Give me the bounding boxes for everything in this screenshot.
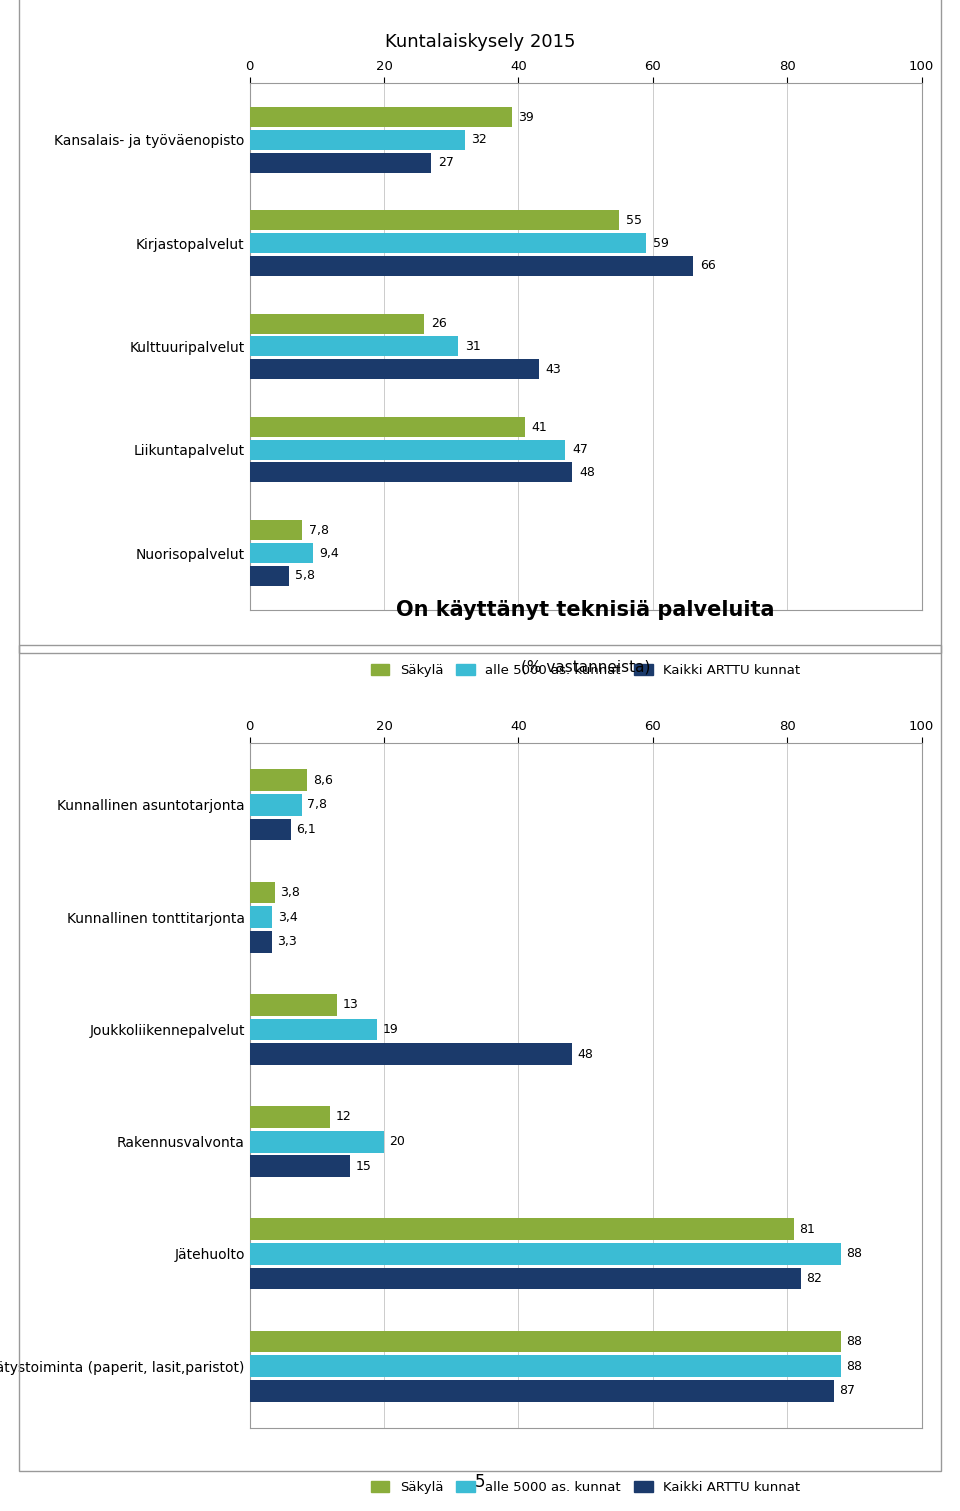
Bar <box>250 462 572 482</box>
Text: 43: 43 <box>545 363 561 376</box>
Text: 55: 55 <box>626 215 642 227</box>
Bar <box>250 931 272 952</box>
Text: 9,4: 9,4 <box>320 547 339 559</box>
Text: 32: 32 <box>471 133 487 147</box>
Text: 59: 59 <box>653 237 669 249</box>
Text: 12: 12 <box>336 1111 351 1124</box>
Text: 3,4: 3,4 <box>277 911 298 923</box>
Bar <box>250 255 693 277</box>
Text: 48: 48 <box>578 1047 593 1061</box>
Bar <box>250 881 276 904</box>
Text: 82: 82 <box>806 1272 822 1284</box>
Text: 26: 26 <box>431 317 446 331</box>
Bar <box>250 1018 377 1040</box>
Text: 41: 41 <box>532 420 547 434</box>
Bar <box>250 1355 841 1377</box>
Text: 81: 81 <box>800 1222 815 1236</box>
Bar <box>250 360 539 379</box>
Text: 27: 27 <box>438 156 454 169</box>
Text: 15: 15 <box>356 1160 372 1173</box>
Bar <box>250 1244 841 1265</box>
Text: 87: 87 <box>840 1384 855 1398</box>
Bar <box>250 819 291 840</box>
Text: 13: 13 <box>343 999 358 1011</box>
Text: 7,8: 7,8 <box>309 524 328 536</box>
Text: (% vastanneista): (% vastanneista) <box>521 660 650 674</box>
Text: 19: 19 <box>383 1023 398 1037</box>
Text: 66: 66 <box>700 260 715 272</box>
Bar <box>250 565 289 586</box>
Text: 88: 88 <box>847 1334 862 1348</box>
Bar <box>250 337 458 357</box>
Legend: Säkylä, alle 5000 as. kunnat, Kaikki ARTTU kunnat: Säkylä, alle 5000 as. kunnat, Kaikki ART… <box>366 659 805 681</box>
Text: 47: 47 <box>572 443 588 456</box>
Text: 5,8: 5,8 <box>296 570 315 582</box>
Text: 8,6: 8,6 <box>313 774 333 787</box>
Text: 48: 48 <box>579 465 595 479</box>
Bar <box>250 314 424 334</box>
Bar <box>250 1331 841 1352</box>
Bar <box>250 440 565 459</box>
Text: 88: 88 <box>847 1248 862 1260</box>
Text: 88: 88 <box>847 1360 862 1372</box>
Bar <box>250 130 465 150</box>
Text: 39: 39 <box>518 110 534 124</box>
Bar <box>250 907 273 928</box>
Text: 31: 31 <box>465 340 480 354</box>
Text: 7,8: 7,8 <box>307 798 327 811</box>
Bar <box>250 233 646 254</box>
Text: 5: 5 <box>475 1473 485 1491</box>
Bar <box>250 793 302 816</box>
Legend: Säkylä, alle 5000 as. kunnat, Kaikki ARTTU kunnat: Säkylä, alle 5000 as. kunnat, Kaikki ART… <box>366 1476 805 1499</box>
Bar <box>250 1130 384 1153</box>
Bar <box>250 1106 330 1127</box>
Bar <box>250 417 525 437</box>
Bar <box>250 210 619 231</box>
Bar <box>250 1156 350 1177</box>
Bar <box>250 1380 834 1402</box>
Bar <box>250 107 512 127</box>
Bar <box>250 1043 572 1065</box>
Text: 6,1: 6,1 <box>296 823 316 836</box>
Bar <box>250 1268 801 1289</box>
Text: 3,3: 3,3 <box>277 935 297 949</box>
Bar <box>250 542 313 564</box>
Text: Kuntalaiskysely 2015: Kuntalaiskysely 2015 <box>385 33 575 51</box>
Bar <box>250 769 307 792</box>
Bar <box>250 994 337 1015</box>
Text: 3,8: 3,8 <box>280 885 300 899</box>
Text: On käyttänyt teknisiä palveluita: On käyttänyt teknisiä palveluita <box>396 600 775 620</box>
Text: 20: 20 <box>390 1135 405 1148</box>
Bar <box>250 520 302 541</box>
Bar <box>250 1218 794 1241</box>
Bar <box>250 153 431 172</box>
